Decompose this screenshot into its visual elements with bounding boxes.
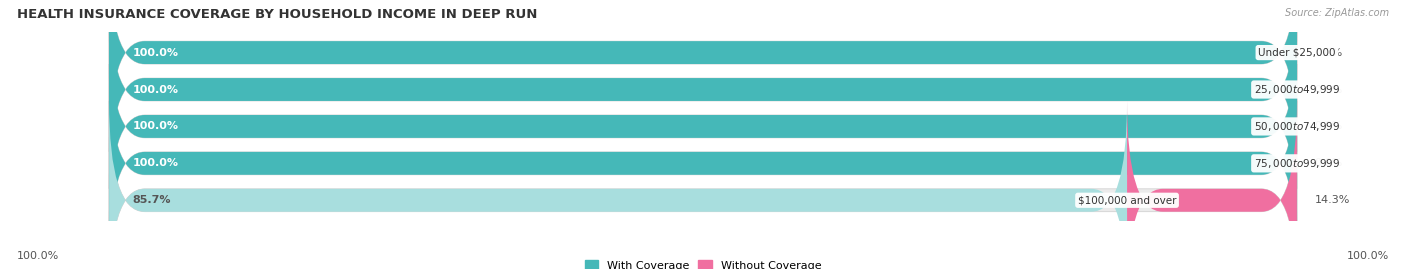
- FancyBboxPatch shape: [110, 101, 1296, 269]
- Text: 0.0%: 0.0%: [1315, 84, 1343, 94]
- Text: 0.0%: 0.0%: [1315, 48, 1343, 58]
- FancyBboxPatch shape: [110, 0, 1296, 152]
- Text: 100.0%: 100.0%: [1347, 251, 1389, 261]
- Text: 0.0%: 0.0%: [1315, 158, 1343, 168]
- FancyBboxPatch shape: [110, 64, 1296, 263]
- Text: 100.0%: 100.0%: [132, 121, 179, 132]
- Text: 100.0%: 100.0%: [132, 158, 179, 168]
- Text: $75,000 to $99,999: $75,000 to $99,999: [1254, 157, 1340, 170]
- Text: $50,000 to $74,999: $50,000 to $74,999: [1254, 120, 1340, 133]
- Text: Under $25,000: Under $25,000: [1258, 48, 1336, 58]
- FancyBboxPatch shape: [110, 0, 1296, 152]
- FancyBboxPatch shape: [110, 0, 1296, 189]
- Text: 100.0%: 100.0%: [132, 48, 179, 58]
- FancyBboxPatch shape: [110, 0, 1296, 189]
- FancyBboxPatch shape: [110, 27, 1296, 226]
- FancyBboxPatch shape: [110, 101, 1128, 269]
- Text: 85.7%: 85.7%: [132, 195, 172, 205]
- Text: $100,000 and over: $100,000 and over: [1078, 195, 1177, 205]
- Text: HEALTH INSURANCE COVERAGE BY HOUSEHOLD INCOME IN DEEP RUN: HEALTH INSURANCE COVERAGE BY HOUSEHOLD I…: [17, 8, 537, 21]
- Text: 100.0%: 100.0%: [132, 84, 179, 94]
- Text: 0.0%: 0.0%: [1315, 121, 1343, 132]
- FancyBboxPatch shape: [110, 27, 1296, 226]
- Text: Source: ZipAtlas.com: Source: ZipAtlas.com: [1285, 8, 1389, 18]
- FancyBboxPatch shape: [110, 64, 1296, 263]
- Legend: With Coverage, Without Coverage: With Coverage, Without Coverage: [581, 256, 825, 269]
- Text: 100.0%: 100.0%: [17, 251, 59, 261]
- Text: $25,000 to $49,999: $25,000 to $49,999: [1254, 83, 1340, 96]
- FancyBboxPatch shape: [1128, 101, 1296, 269]
- Text: 14.3%: 14.3%: [1315, 195, 1350, 205]
